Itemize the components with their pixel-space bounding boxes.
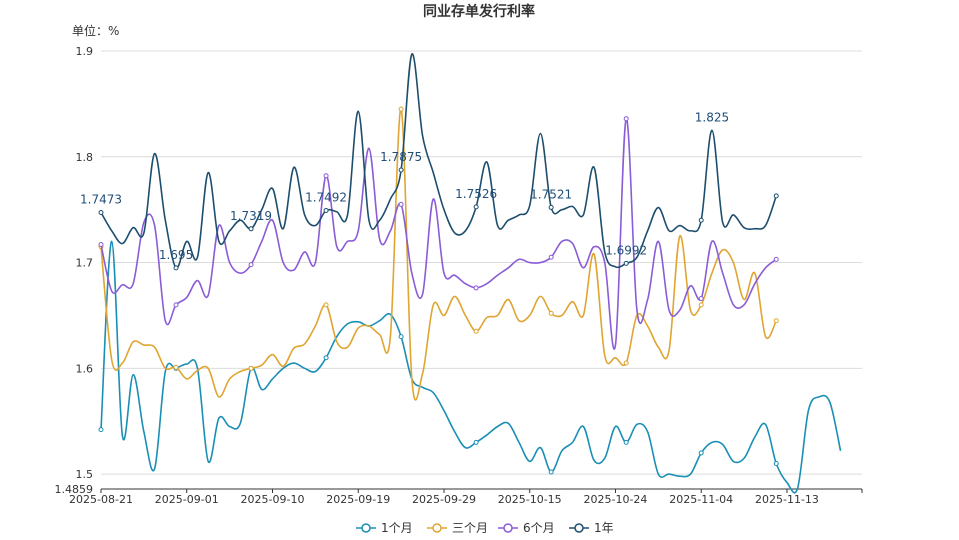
data-point xyxy=(698,217,704,223)
data-label: 1.7492 xyxy=(305,191,347,205)
legend-label: 三个月 xyxy=(452,521,488,535)
data-point xyxy=(98,242,104,248)
data-point xyxy=(773,256,779,262)
x-tick-label: 2025-09-10 xyxy=(241,493,305,506)
data-point xyxy=(548,310,554,316)
data-label: 1.7526 xyxy=(455,187,497,201)
x-tick-label: 2025-09-29 xyxy=(412,493,476,506)
data-point xyxy=(323,355,329,361)
x-tick-label: 2025-10-24 xyxy=(584,493,648,506)
legend[interactable]: 1个月 三个月 6个月 1年 xyxy=(356,521,614,535)
series-line-2 xyxy=(100,117,777,350)
legend-item[interactable]: 6个月 xyxy=(498,521,555,535)
data-point xyxy=(623,116,629,122)
legend-item[interactable]: 三个月 xyxy=(427,521,488,535)
data-point xyxy=(98,210,104,216)
unit-label: 单位：% xyxy=(72,23,119,38)
data-label: 1.7875 xyxy=(380,150,422,164)
y-tick-label: 1.7 xyxy=(76,257,94,270)
legend-swatch-marker xyxy=(574,523,584,533)
x-axis: 2025-08-21 2025-09-01 2025-09-10 2025-09-19… xyxy=(69,488,863,506)
data-label: 1.825 xyxy=(695,110,729,124)
x-tick-label: 2025-10-15 xyxy=(498,493,562,506)
y-axis-ticks: 1.4859 1.5 1.6 1.7 1.8 1.9 xyxy=(55,45,94,496)
data-point xyxy=(323,208,329,214)
data-label: 1.7521 xyxy=(530,187,572,201)
data-point xyxy=(323,302,329,308)
data-label: 1.7473 xyxy=(80,193,122,207)
legend-item[interactable]: 1年 xyxy=(569,521,614,535)
y-tick-label: 1.8 xyxy=(76,151,94,164)
chart-title: 同业存单发行利率 xyxy=(423,3,535,20)
data-point xyxy=(398,201,404,207)
data-point xyxy=(698,450,704,456)
data-point xyxy=(323,173,329,179)
data-point xyxy=(398,334,404,340)
legend-item[interactable]: 1个月 xyxy=(356,521,413,535)
data-point xyxy=(698,302,704,308)
legend-swatch-marker xyxy=(361,523,371,533)
data-point xyxy=(98,427,104,433)
data-point xyxy=(773,318,779,324)
legend-swatch-marker xyxy=(503,523,513,533)
x-tick-label: 2025-09-19 xyxy=(326,493,390,506)
x-tick-label: 2025-11-13 xyxy=(755,493,819,506)
y-tick-label: 1.6 xyxy=(76,362,94,375)
legend-label: 1个月 xyxy=(381,521,413,535)
series-line-0 xyxy=(100,240,842,494)
x-tick-label: 2025-08-21 xyxy=(69,493,133,506)
legend-label: 1年 xyxy=(594,521,614,535)
data-label: 1.695 xyxy=(159,248,193,262)
legend-label: 6个月 xyxy=(523,521,555,535)
data-point xyxy=(473,285,479,291)
data-point xyxy=(548,469,554,475)
series-lines xyxy=(98,53,842,494)
y-tick-label: 1.4859 xyxy=(55,483,94,496)
data-point xyxy=(248,262,254,268)
series-line-3 xyxy=(100,53,778,269)
data-point xyxy=(173,364,179,370)
data-point xyxy=(398,106,404,112)
data-point xyxy=(248,365,254,371)
grid-lines xyxy=(101,50,862,475)
x-tick-label: 2025-09-01 xyxy=(155,493,219,506)
data-labels: 1.7473 1.695 1.7319 1.7492 1.7875 1.7526 1.752… xyxy=(80,110,729,262)
y-tick-label: 1.9 xyxy=(76,45,94,58)
data-point xyxy=(248,226,254,232)
data-point xyxy=(473,439,479,445)
x-tick-label: 2025-11-04 xyxy=(669,493,733,506)
data-point xyxy=(698,296,704,302)
data-point xyxy=(623,360,629,366)
legend-swatch-marker xyxy=(432,523,442,533)
data-point xyxy=(473,204,479,210)
data-point xyxy=(473,328,479,334)
data-point xyxy=(398,167,404,173)
data-label: 1.6992 xyxy=(605,243,647,257)
data-point xyxy=(173,265,179,271)
y-tick-label: 1.5 xyxy=(76,468,94,481)
data-point xyxy=(773,193,779,199)
data-point xyxy=(548,254,554,260)
data-label: 1.7319 xyxy=(230,209,272,223)
data-point xyxy=(623,260,629,266)
series-line-1 xyxy=(100,108,777,401)
data-point xyxy=(623,439,629,445)
data-point xyxy=(548,204,554,210)
data-point xyxy=(773,461,779,467)
data-point xyxy=(173,302,179,308)
